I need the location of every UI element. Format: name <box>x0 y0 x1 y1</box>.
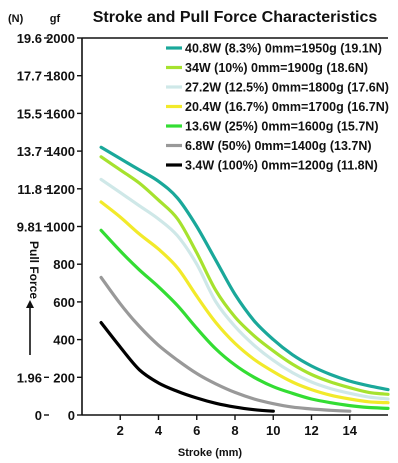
y-unit-newton: (N) <box>8 13 24 25</box>
x-tick-label: 10 <box>266 423 280 438</box>
y-axis-label: Pull Force <box>27 241 41 299</box>
x-tick-label: 4 <box>155 423 163 438</box>
legend: 40.8W (8.3%) 0mm=1950g (19.1N) 34W (10%) … <box>166 42 389 173</box>
y-tick-label: 600 <box>53 295 75 310</box>
y-tick-label: 1400 <box>46 144 75 159</box>
series-line-1 <box>99 145 390 392</box>
y-tick-label-newton: 0 <box>35 408 42 423</box>
series-line-6 <box>99 275 352 413</box>
y-tick-label: 800 <box>53 257 75 272</box>
y-tick-label: 1600 <box>46 106 75 121</box>
y-axis-arrow-head <box>26 300 34 308</box>
series-line-7 <box>99 321 275 413</box>
legend-entry: 34W (10%) 0mm=1900g (18.6N) <box>185 61 368 75</box>
series-line-5 <box>99 228 390 410</box>
y-tick-label-newton: 9.81 <box>17 220 42 235</box>
x-axis-label: Stroke (mm) <box>178 447 243 459</box>
series-line-4 <box>99 200 390 405</box>
y-tick-label-newton: 19.6 <box>17 31 42 46</box>
x-tick-label: 14 <box>343 423 358 438</box>
x-tick-label: 6 <box>193 423 200 438</box>
legend-entry: 20.4W (16.7%) 0mm=1700g (16.7N) <box>185 100 389 114</box>
y-axis-label-group: Pull Force <box>26 241 41 355</box>
legend-entry: 40.8W (8.3%) 0mm=1950g (19.1N) <box>185 42 382 56</box>
axes: 0 200 400 600 800 1000 1200 1400 1600 1800 2000 0 1.… <box>17 31 388 438</box>
series-group <box>99 145 390 413</box>
legend-entry: 27.2W (12.5%) 0mm=1800g (17.6N) <box>185 81 389 95</box>
series-line-3 <box>99 177 390 401</box>
x-tick-label: 12 <box>304 423 318 438</box>
legend-entry: 13.6W (25%) 0mm=1600g (15.7N) <box>185 120 379 134</box>
y-tick-label-newton: 15.5 <box>17 106 42 121</box>
y-tick-label: 200 <box>53 370 75 385</box>
y-tick-label: 2000 <box>46 31 75 46</box>
chart-title: Stroke and Pull Force Characteristics <box>93 9 378 26</box>
y-tick-label-newton: 1.96 <box>17 370 42 385</box>
y-tick-label: 400 <box>53 333 75 348</box>
series-line-2 <box>99 155 390 396</box>
legend-entry: 3.4W (100%) 0mm=1200g (11.8N) <box>185 159 378 173</box>
y-tick-label-newton: 17.7 <box>17 69 42 84</box>
y-tick-label: 1200 <box>46 182 75 197</box>
y-tick-label: 0 <box>68 408 75 423</box>
y-tick-label-newton: 11.8 <box>17 182 42 197</box>
x-tick-label: 8 <box>231 423 238 438</box>
legend-entry: 6.8W (50%) 0mm=1400g (13.7N) <box>185 139 372 153</box>
y-tick-label: 1000 <box>46 220 75 235</box>
x-tick-label: 2 <box>117 423 124 438</box>
y-tick-label: 1800 <box>46 69 75 84</box>
y-unit-gf: gf <box>50 13 61 25</box>
y-tick-label-newton: 13.7 <box>17 144 42 159</box>
